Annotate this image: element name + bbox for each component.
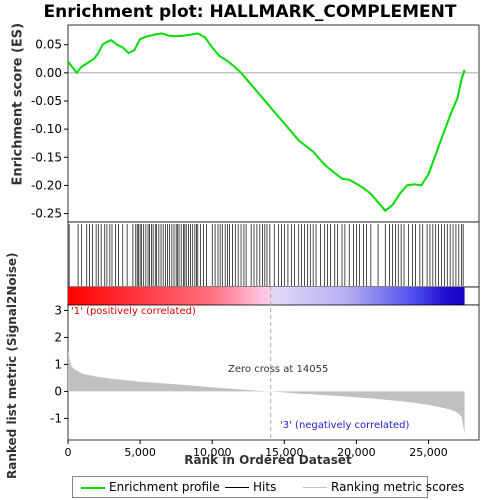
zero-cross-label: Zero cross at 14055 [228, 364, 328, 375]
es-y-tick-label: -0.15 [31, 150, 62, 164]
es-y-tick-label: -0.10 [31, 122, 62, 136]
legend-swatch-enrichment [81, 486, 105, 489]
chart-title: Enrichment plot: HALLMARK_COMPLEMENT [43, 2, 457, 22]
legend-label-enrichment: Enrichment profile [109, 480, 220, 494]
legend-swatch-hits [225, 487, 249, 488]
x-axis-label: Rank in Ordered Dataset [184, 453, 352, 467]
es-y-tick-label: 0.05 [35, 38, 62, 52]
es-y-ticks: 0.05 0.00 -0.05 -0.10 -0.15 -0.20 -0.25 [31, 38, 68, 221]
legend-label-metric: Ranking metric scores [331, 480, 465, 494]
x-tick-label: 15,000 [265, 446, 304, 459]
hit-lines [68, 224, 464, 286]
es-y-tick-label: 0.00 [35, 66, 62, 80]
metric-y-tick-label: 3 [54, 303, 62, 317]
es-panel-frame [67, 24, 480, 223]
metric-y-tick-label: -1 [50, 411, 62, 425]
x-tick-label: 25,000 [409, 446, 448, 459]
ranking-metric-area [68, 350, 465, 435]
x-ticks: 0 5,000 10,000 15,000 20,000 25,000 [65, 440, 448, 459]
rank-color-bar [68, 287, 465, 305]
es-y-tick-label: -0.25 [31, 207, 62, 221]
es-y-tick-label: -0.20 [31, 178, 62, 192]
legend-swatch-metric [303, 487, 327, 488]
x-tick-label: 0 [65, 446, 72, 459]
metric-y-tick-label: 2 [54, 330, 62, 344]
hits-panel-frame [67, 221, 480, 288]
x-tick-label: 20,000 [337, 446, 376, 459]
metric-y-ticks: 3 2 1 0 -1 [50, 303, 68, 425]
metric-panel-frame [67, 304, 480, 441]
es-y-tick-label: -0.05 [31, 94, 62, 108]
enrichment-profile-line [67, 32, 466, 213]
metric-y-tick-label: 1 [54, 357, 62, 371]
negative-correlation-label: '3' (negatively correlated) [280, 420, 409, 431]
x-tick-label: 5,000 [124, 446, 156, 459]
legend-item-metric: Ranking metric scores [303, 480, 464, 494]
metric-y-tick-label: 0 [54, 384, 62, 398]
positive-correlation-label: '1' (positively correlated) [71, 306, 196, 317]
legend: Enrichment profile Hits Ranking metric s… [72, 476, 464, 498]
legend-label-hits: Hits [253, 480, 277, 494]
legend-item-enrichment: Enrichment profile [81, 480, 220, 494]
legend-item-hits: Hits [225, 480, 276, 494]
x-tick-label: 10,000 [193, 446, 232, 459]
